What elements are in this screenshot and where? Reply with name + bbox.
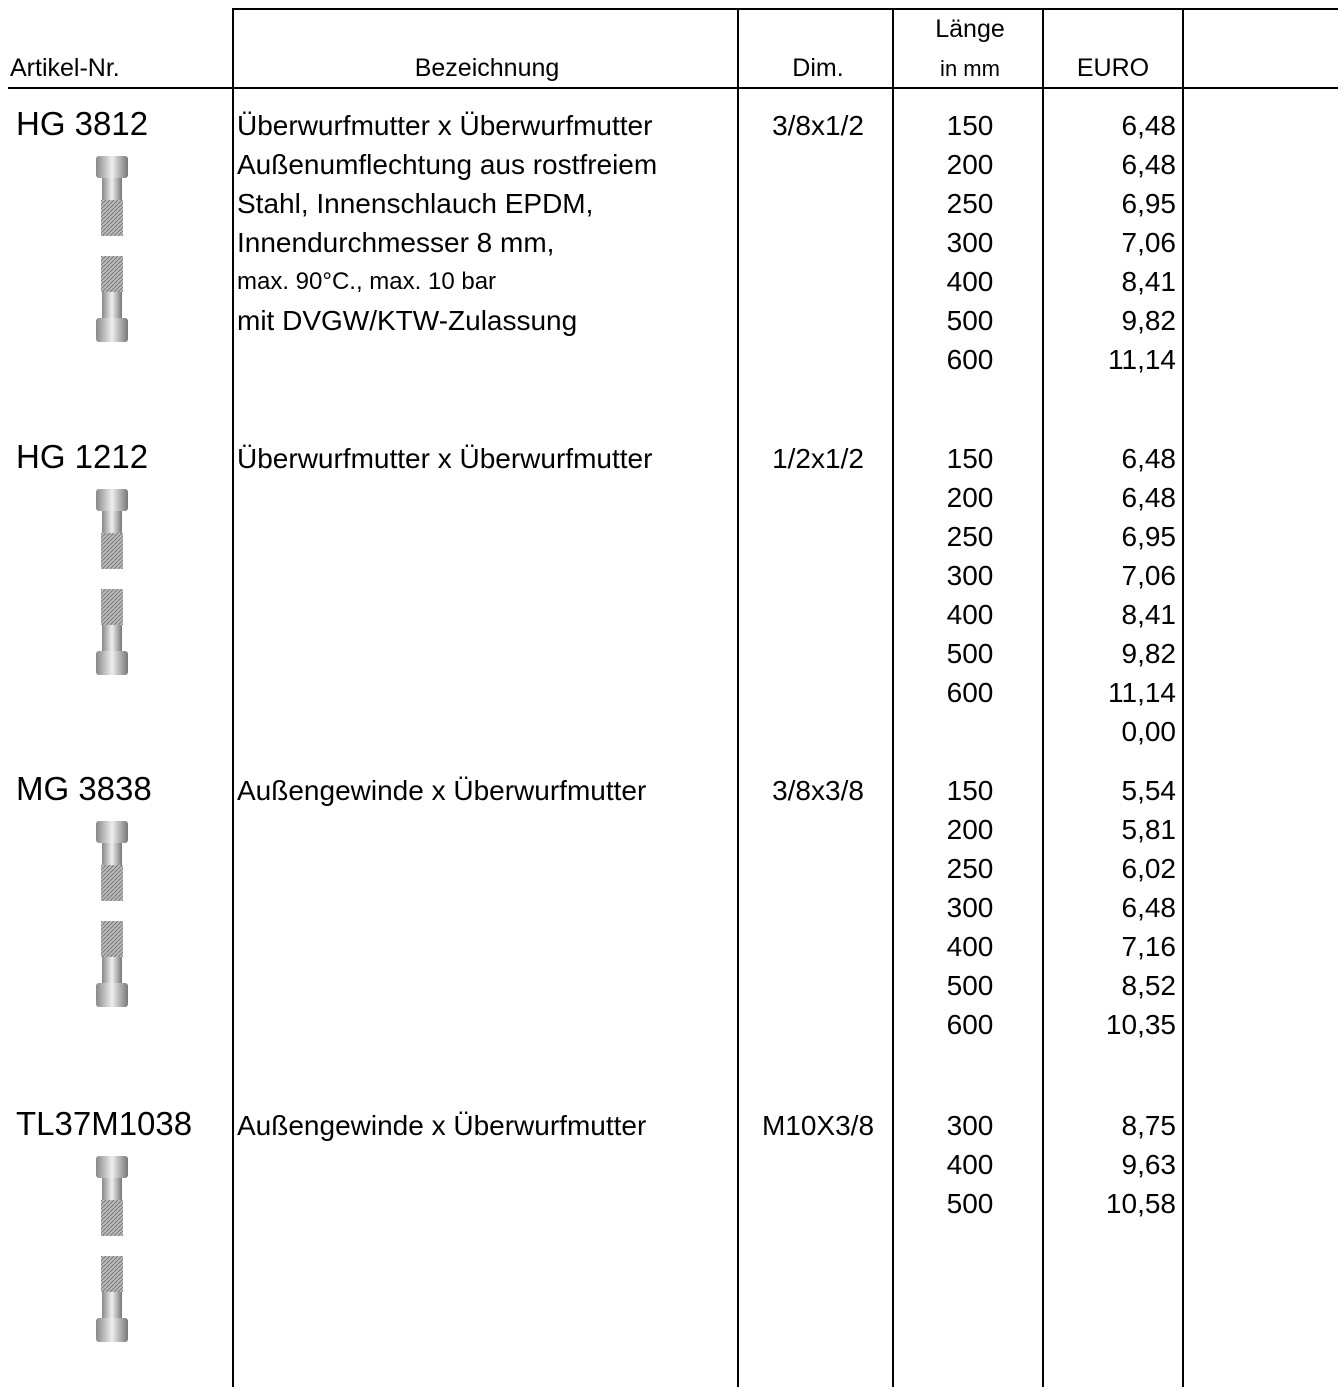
length: 300: [946, 227, 994, 258]
length: 400: [946, 266, 994, 297]
price: 6,02: [1121, 853, 1177, 884]
price: 9,82: [1121, 305, 1177, 336]
rule: [8, 87, 1338, 89]
price: 7,06: [1121, 227, 1177, 258]
length: 200: [946, 149, 994, 180]
length: 400: [946, 1149, 994, 1180]
price: 8,75: [1121, 1110, 1177, 1141]
price: 7,06: [1121, 560, 1177, 591]
description: Außenumflechtung aus rostfreiem: [237, 149, 658, 180]
description: Außengewinde x Überwurfmutter: [237, 775, 647, 806]
price: 8,41: [1121, 266, 1177, 297]
price: 9,82: [1121, 638, 1177, 669]
product-image: [96, 1156, 128, 1342]
description: Überwurfmutter x Überwurfmutter: [237, 443, 653, 474]
price: 8,41: [1121, 599, 1177, 630]
rule: [1182, 8, 1184, 1387]
description: max. 90°C., max. 10 bar: [237, 268, 497, 295]
price: 10,35: [1105, 1009, 1176, 1040]
dimension: M10X3/8: [761, 1110, 875, 1141]
length: 200: [946, 482, 994, 513]
length: 600: [946, 677, 994, 708]
description: Innendurchmesser 8 mm,: [237, 227, 555, 258]
header-article: Artikel-Nr.: [10, 54, 120, 82]
price: 6,48: [1121, 443, 1177, 474]
length: 300: [946, 1110, 994, 1141]
length: 500: [946, 638, 994, 669]
product-image: [96, 489, 128, 675]
length: 600: [946, 344, 994, 375]
description: Außengewinde x Überwurfmutter: [237, 1110, 647, 1141]
dimension: 1/2x1/2: [772, 443, 864, 474]
rule: [232, 8, 1338, 10]
header-designation: Bezeichnung: [414, 54, 560, 82]
length: 400: [946, 931, 994, 962]
description: Stahl, Innenschlauch EPDM,: [237, 188, 594, 219]
header-price: EURO: [1076, 54, 1150, 82]
price: 6,48: [1121, 149, 1177, 180]
price: 6,48: [1121, 482, 1177, 513]
description: Überwurfmutter x Überwurfmutter: [237, 110, 653, 141]
header-dim: Dim.: [792, 54, 844, 82]
price: 11,14: [1108, 344, 1176, 375]
price: 6,48: [1121, 892, 1177, 923]
header-length: Länge: [935, 15, 1005, 43]
length: 150: [946, 443, 994, 474]
rule: [232, 8, 234, 1387]
price: 6,48: [1121, 110, 1177, 141]
description: mit DVGW/KTW-Zulassung: [237, 305, 578, 336]
length: 600: [946, 1009, 994, 1040]
length: 200: [946, 814, 994, 845]
price: 11,14: [1108, 677, 1176, 708]
length: 500: [946, 970, 994, 1001]
price: 5,54: [1121, 775, 1177, 806]
price: 8,52: [1121, 970, 1177, 1001]
article-number: HG 3812: [16, 105, 149, 142]
length: 250: [946, 521, 994, 552]
price: 5,81: [1121, 814, 1177, 845]
length: 500: [946, 1188, 994, 1219]
product-image: [96, 156, 128, 342]
price: 0,00: [1121, 716, 1177, 747]
product-image: [96, 821, 128, 1007]
rule: [737, 8, 739, 1387]
dimension: 3/8x3/8: [772, 775, 864, 806]
article-number: HG 1212: [16, 438, 149, 475]
price: 7,16: [1121, 931, 1177, 962]
rule: [1042, 8, 1044, 1387]
rule: [892, 8, 894, 1387]
length: 500: [946, 305, 994, 336]
price: 6,95: [1121, 521, 1177, 552]
length: 300: [946, 560, 994, 591]
price: 9,63: [1121, 1149, 1177, 1180]
length: 400: [946, 599, 994, 630]
dimension: 3/8x1/2: [772, 110, 864, 141]
article-number: MG 3838: [16, 770, 152, 807]
length: 300: [946, 892, 994, 923]
price: 6,95: [1121, 188, 1177, 219]
article-number: TL37M1038: [16, 1105, 193, 1142]
price: 10,58: [1105, 1188, 1176, 1219]
length: 150: [946, 775, 994, 806]
length: 250: [946, 188, 994, 219]
length: 150: [946, 110, 994, 141]
length: 250: [946, 853, 994, 884]
header-length-unit: in mm: [940, 56, 1000, 81]
